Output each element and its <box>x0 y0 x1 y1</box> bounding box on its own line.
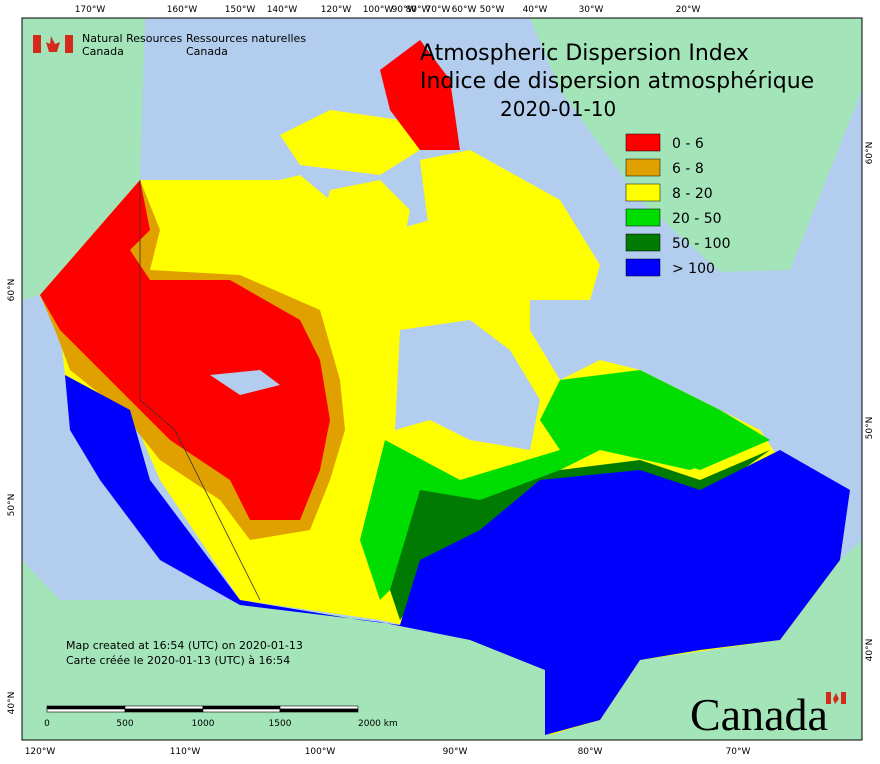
legend-label: 6 - 8 <box>672 161 704 177</box>
scale-label: 500 <box>116 719 133 729</box>
lat-label: 50°N <box>865 417 875 440</box>
scale-bar: 0 500 1000 1500 2000 km <box>44 705 398 729</box>
lon-label: 100°W <box>305 747 336 757</box>
greenland <box>530 18 862 272</box>
blue-region <box>65 375 850 735</box>
lat-label: 40°N <box>7 692 17 715</box>
lon-label: 140°W <box>267 5 298 15</box>
wordmark: Canada <box>690 689 828 740</box>
lon-label: 120°W <box>321 5 352 15</box>
lon-label: 90°W <box>443 747 468 757</box>
lon-label: 30°W <box>579 5 604 15</box>
lat-label: 60°N <box>865 142 875 165</box>
lat-label: 60°N <box>7 279 17 302</box>
province-border <box>139 180 261 601</box>
scale-segment <box>279 705 359 710</box>
arctic-island <box>320 180 410 260</box>
scale-label: 1500 <box>269 719 292 729</box>
lon-label: 120°W <box>25 747 56 757</box>
scale-segment <box>46 705 126 710</box>
date: 2020-01-10 <box>500 97 616 121</box>
graticule-labels: 170°W 160°W 150°W 140°W 120°W 100°W90°W80°W70… <box>7 5 875 757</box>
wordmark-flag <box>826 692 846 704</box>
usa-east <box>545 540 862 740</box>
red-region <box>40 180 330 520</box>
legend-swatch <box>625 233 661 252</box>
lon-label: 80°W <box>578 747 603 757</box>
lon-label: 80°W <box>406 5 431 15</box>
legend-swatch <box>625 208 661 227</box>
scale-segment <box>279 708 359 713</box>
lon-label: 60°W <box>452 5 477 15</box>
legend-label: 0 - 6 <box>672 136 704 152</box>
lon-label: 170°W <box>75 5 106 15</box>
scale-segment <box>202 708 281 713</box>
baffin-island <box>420 150 600 300</box>
lake <box>210 370 280 395</box>
logo-text: Canada <box>186 45 228 58</box>
logo-text: Ressources naturelles <box>186 32 306 45</box>
lon-label: 40°W <box>523 5 548 15</box>
lat-label: 40°N <box>865 639 875 662</box>
lon-label: 70°W <box>726 747 751 757</box>
green-band <box>360 400 770 600</box>
scale-label: 0 <box>44 719 50 729</box>
flag-bar <box>33 35 41 53</box>
map-frame <box>21 17 863 741</box>
usa <box>22 560 545 740</box>
nrcan-logo: Natural Resources Canada Ressources natu… <box>33 32 306 58</box>
legend-swatch <box>625 258 661 277</box>
scale-segment <box>202 705 281 710</box>
logo-text: Natural Resources <box>82 32 183 45</box>
title: Indice de dispersion atmosphérique <box>420 69 814 94</box>
lat-label: 50°N <box>7 494 17 517</box>
scale-label: 2000 km <box>358 719 398 729</box>
flag-bar <box>826 692 831 704</box>
lon-label: 70°W <box>426 5 451 15</box>
lon-label: 20°W <box>676 5 701 15</box>
ellesmere-red <box>380 40 460 150</box>
flag-bar <box>65 35 73 53</box>
flag-bar <box>841 692 846 704</box>
logo-text: Canada <box>82 45 124 58</box>
lon-label: 100°W <box>363 5 394 15</box>
lon-label: 160°W <box>167 5 198 15</box>
scale-segment <box>124 705 204 710</box>
footer-text: Map created at 16:54 (UTC) on 2020-01-13 <box>66 639 303 652</box>
lon-label: 150°W <box>225 5 256 15</box>
title: Atmospheric Dispersion Index <box>420 41 749 66</box>
alaska <box>22 18 145 300</box>
legend: 0 - 6 6 - 8 8 - 20 20 - 50 50 - 100 > 100 <box>625 133 731 277</box>
legend-label: > 100 <box>672 261 715 277</box>
legend-label: 8 - 20 <box>672 186 713 202</box>
maple-leaf <box>833 693 839 704</box>
legend-swatch <box>625 133 661 152</box>
legend-label: 50 - 100 <box>672 236 731 252</box>
scale-segment <box>46 708 126 713</box>
legend-label: 20 - 50 <box>672 211 722 227</box>
footer-text: Carte créée le 2020-01-13 (UTC) à 16:54 <box>66 654 290 667</box>
arctic-island <box>240 175 330 255</box>
map-body <box>21 17 863 741</box>
lon-label: 90°W <box>392 5 417 15</box>
legend-swatch <box>625 158 661 177</box>
lon-label: 110°W <box>170 747 201 757</box>
scale-segment <box>124 708 204 713</box>
maple-leaf <box>46 36 60 52</box>
legend-swatch <box>625 183 661 202</box>
scale-label: 1000 <box>192 719 215 729</box>
lon-label: 50°W <box>480 5 505 15</box>
arctic-island <box>280 110 420 175</box>
hudson-bay <box>395 320 540 450</box>
